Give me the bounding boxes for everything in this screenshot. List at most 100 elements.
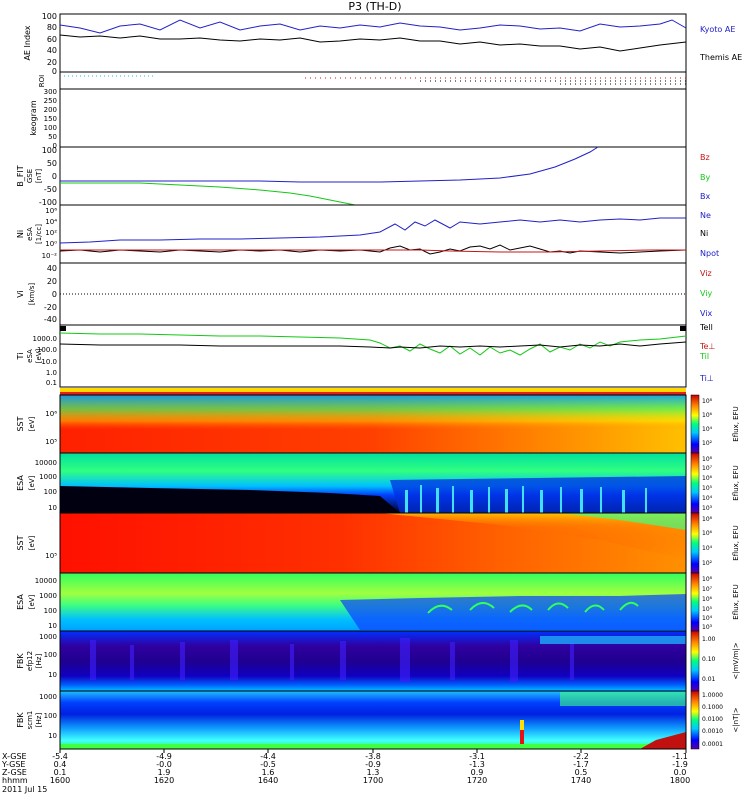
footer-row-label: X-GSE (2, 752, 27, 761)
footer-column: -1.1 -1.9 0.0 1800 (670, 752, 690, 785)
bfit-tick: -50 (44, 185, 57, 194)
fbk-e-upper-band (540, 636, 686, 644)
fbk-b-cb-tick: 1.0000 (702, 692, 723, 699)
footer-x-gse: -4.9 (156, 752, 172, 761)
ni-tick: 10⁶ (45, 207, 57, 215)
bfit-tick: 100 (42, 146, 57, 155)
esa-i-tick: 10000 (35, 577, 57, 585)
footer-y-gse: -0.5 (260, 760, 276, 769)
ae-tick: 20 (47, 58, 57, 67)
footer-hhmm: 1620 (154, 776, 174, 785)
esa-i-ylabel2: [eV] (28, 594, 36, 609)
esa-e-ylabel2: [eV] (28, 475, 36, 490)
ni-tick: 10² (45, 229, 57, 237)
sst-electron-spectrogram: SST [eV] 10⁶ 10⁵ 10⁸ 10⁶ 10⁴ 10² Eflux, … (16, 394, 740, 454)
esa-e-blue-band (390, 476, 686, 513)
esa-i-colorbar (690, 572, 700, 632)
sst-e-cb-tick: 10⁴ (702, 426, 713, 433)
esa-e-tick: 1000 (39, 473, 57, 481)
sst-i-green-corner (560, 513, 686, 530)
sst-i-cb-tick: 10⁴ (702, 545, 713, 552)
fbk-e-cb-label: <|mV/m|> (732, 642, 740, 679)
esa-e-spikes (405, 485, 647, 513)
ni-ylabel3: [1/cc] (35, 224, 43, 244)
esa-i-cb-tick: 10⁴ (702, 615, 713, 622)
footer-z-gse: 0.0 (674, 768, 687, 777)
footer-z-gse: 1.3 (367, 768, 380, 777)
vi-legend-viz: Viz (700, 269, 712, 278)
fbk-b-upper-green (560, 692, 686, 706)
fbk-b-tick: 100 (44, 712, 57, 720)
sst-e-tick: 10⁵ (45, 438, 57, 446)
esa-i-cb-tick: 10³ (702, 624, 713, 631)
keogram-ylabel: keogram (29, 100, 38, 135)
footer-row-label: Z-GSE (2, 768, 27, 777)
ae-tick: 60 (47, 35, 57, 44)
footer-hhmm: 1600 (50, 776, 70, 785)
fbk-b-cb-tick: 0.0100 (702, 716, 723, 723)
esa-i-cb-tick: 10⁸ (702, 576, 713, 583)
ti-left-marker (60, 326, 66, 331)
fbk-b-yellow-marker (520, 720, 524, 730)
vi-tick: 20 (47, 277, 57, 286)
fbk-b-colorbar (690, 690, 700, 750)
npot-line (60, 249, 686, 253)
ti-tick: 1000.0 (33, 335, 58, 343)
bfit-tick: -100 (39, 198, 57, 207)
fbk-e-cb-tick: 1.00 (702, 636, 716, 643)
sst-e-cb-tick: 10² (702, 440, 713, 447)
esa-electron-spectrogram: ESA [eV] 10000 1000 100 10 10⁸ 10⁷ 10⁶ 1… (16, 452, 740, 514)
footer-hhmm: 1720 (467, 776, 487, 785)
footer-y-gse: -1.9 (672, 760, 688, 769)
esa-e-cb-tick: 10⁶ (702, 475, 713, 482)
footer-x-gse: -3.8 (365, 752, 381, 761)
footer-z-gse: 1.6 (262, 768, 275, 777)
fbk-b-tick: 1000 (39, 693, 57, 701)
keogram-tick: 0 (53, 142, 57, 150)
ae-ylabel: AE Index (23, 25, 32, 60)
sst-ion-spectrogram: SST [eV] 10⁵ 10⁸ 10⁶ 10⁴ 10² Eflux, EFU (16, 512, 740, 574)
ti-tick: 0.1 (46, 379, 57, 387)
bfit-panel: B_FIT GSE [nT] 100 50 0 -50 -100 Bz By B… (16, 146, 710, 207)
by-line (60, 182, 356, 206)
esa-e-cb-tick: 10³ (702, 505, 713, 512)
esa-e-dark-region (60, 486, 400, 513)
fbk-e-ylabel3: [Hz] (35, 654, 43, 669)
esa-e-cb-tick: 10⁴ (702, 495, 713, 502)
esa-i-blue-band (340, 594, 686, 630)
ae-tick: 0 (52, 67, 57, 76)
fbk-e-stripes (90, 638, 574, 682)
ne-line (59, 217, 686, 244)
ae-ticks: 100 80 60 40 20 0 (42, 12, 57, 76)
sst-e-ylabel2: [eV] (28, 416, 36, 431)
sst-e-cb-tick: 10⁶ (702, 412, 713, 419)
esa-e-tick: 100 (44, 488, 57, 496)
bfit-legend-bz: Bz (700, 153, 710, 162)
roi-ylabel: ROI (38, 75, 46, 87)
esa-i-tick: 100 (44, 607, 57, 615)
ae-legend-kyoto: Kyoto AE (700, 25, 735, 34)
keogram-tick: 50 (48, 133, 57, 141)
esa-ion-spectrogram: ESA [eV] 10000 1000 100 10 10⁸ 10⁷ 10⁶ 1… (16, 572, 740, 632)
ae-tick: 40 (47, 46, 57, 55)
bx-line (60, 146, 599, 183)
plot-title: P3 (TH-D) (348, 0, 401, 13)
ti-right-marker (680, 326, 686, 331)
major-ticks (59, 749, 687, 753)
red-strip (60, 392, 686, 395)
ni-tick: 10⁻² (42, 252, 58, 260)
sst-i-cb-tick: 10² (702, 560, 713, 567)
fbk-b-ylabel2: scm1 (26, 711, 34, 730)
vi-ylabel: Vi (16, 290, 25, 298)
tell-line (59, 341, 687, 349)
ae-tick: 80 (47, 23, 57, 32)
ni-ylabel: Ni (16, 230, 25, 238)
roi-panel: ROI (38, 71, 687, 90)
fbk-b-ylabel: FBK (16, 712, 25, 728)
themis-ae-line (59, 34, 687, 52)
ni-tick: 10⁰ (45, 240, 57, 248)
ni-legend-ni: Ni (700, 229, 708, 238)
footer-x-gse: -5.4 (52, 752, 68, 761)
footer-z-gse: 0.1 (54, 768, 67, 777)
fbk-e-tick: 1000 (39, 633, 57, 641)
